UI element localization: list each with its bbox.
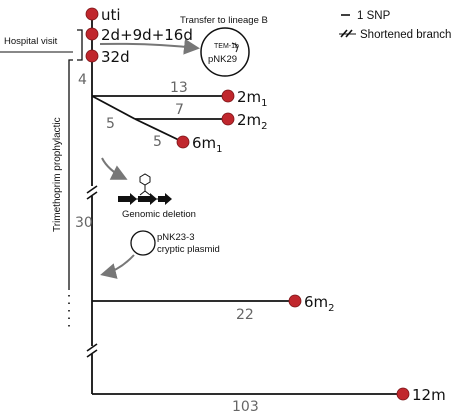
len-trunk-middle: 30 <box>75 215 93 231</box>
len-2m2: 7 <box>175 102 184 118</box>
shortened-branch-symbol <box>339 29 356 38</box>
node-12m[interactable] <box>396 387 410 401</box>
node-32d[interactable] <box>85 49 99 63</box>
genomic-deletion-label: Genomic deletion <box>122 209 196 220</box>
len-6m2: 22 <box>236 307 254 323</box>
len-6m1: 5 <box>153 134 162 150</box>
cryptic-plasmid-label-2: cryptic plasmid <box>157 244 220 255</box>
node-2m2[interactable] <box>221 112 235 126</box>
hospital-visit-bracket <box>77 29 83 61</box>
pnk29-plasmid-icon <box>200 27 250 77</box>
cryptic-plasmid-icon <box>130 230 156 256</box>
len-sub-split: 5 <box>106 116 115 132</box>
cryptic-plasmid-label-1: pNK23-3 <box>157 232 195 243</box>
trimethoprim-label: Trimethoprim prophylactic <box>52 117 63 232</box>
legend-shortened-label: Shortened branch <box>360 29 451 41</box>
label-6m1: 6m1 <box>192 134 223 155</box>
label-2m1: 2m1 <box>237 88 268 109</box>
node-visits[interactable] <box>85 27 99 41</box>
label-visits: 2d+9d+16d <box>101 26 193 44</box>
branch-6m1 <box>134 118 184 143</box>
plasmid-gene-arc <box>231 42 238 53</box>
len-2m1: 13 <box>170 80 188 96</box>
trimethoprim-bracket <box>68 59 73 290</box>
label-6m2: 6m2 <box>304 293 335 314</box>
label-uti: uti <box>101 6 121 24</box>
node-6m1[interactable] <box>176 135 190 149</box>
phage-icon <box>139 173 151 196</box>
transfer-arrow <box>99 38 200 55</box>
transfer-label: Transfer to lineage B <box>180 15 268 26</box>
node-2m1[interactable] <box>221 89 235 103</box>
cryptic-plasmid-arrow <box>100 254 135 279</box>
trunk-break-lower <box>86 343 98 358</box>
trunk-break-upper <box>86 185 98 200</box>
pnk29-label: pNK29 <box>208 54 237 65</box>
node-6m2[interactable] <box>288 294 302 308</box>
legend-snp-label: 1 SNP <box>357 10 391 22</box>
gene-arrows-icon <box>118 193 172 205</box>
branch-sub-split <box>91 95 136 120</box>
label-32d: 32d <box>101 48 130 66</box>
hospital-visit-label: Hospital visit <box>4 36 58 47</box>
tem-label: TEM-1b <box>214 43 239 50</box>
deletion-arrow <box>101 157 128 180</box>
node-uti[interactable] <box>85 7 99 21</box>
label-2m2: 2m2 <box>237 111 268 132</box>
label-12m: 12m <box>412 386 446 404</box>
len-trunk-top: 4 <box>78 72 87 88</box>
len-12m: 103 <box>232 399 259 413</box>
